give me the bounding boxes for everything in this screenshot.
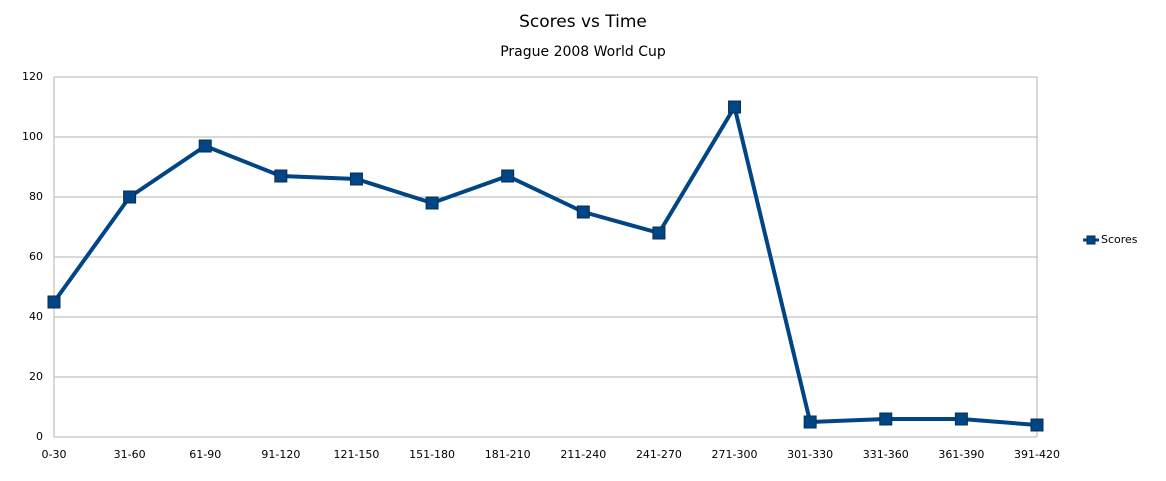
x-tick-label: 151-180 <box>409 448 455 461</box>
marker <box>425 196 439 210</box>
x-tick-label: 391-420 <box>1014 448 1060 461</box>
chart-title: Scores vs Time <box>519 12 647 32</box>
x-tick-label: 121-150 <box>333 448 379 461</box>
x-tick-label: 361-390 <box>938 448 984 461</box>
marker <box>803 415 817 429</box>
x-tick-label: 301-330 <box>787 448 833 461</box>
x-tick-label: 0-30 <box>42 448 67 461</box>
x-tick-label: 91-120 <box>261 448 300 461</box>
legend-label: Scores <box>1101 233 1138 246</box>
x-tick-label: 211-240 <box>560 448 606 461</box>
legend-marker <box>1086 235 1096 245</box>
marker <box>349 172 363 186</box>
marker <box>47 295 61 309</box>
marker <box>123 190 137 204</box>
x-tick-label: 331-360 <box>863 448 909 461</box>
marker <box>1030 418 1044 432</box>
x-tick-label: 31-60 <box>114 448 146 461</box>
y-tick-label: 0 <box>36 430 43 443</box>
marker <box>198 139 212 153</box>
y-tick-label: 80 <box>29 190 43 203</box>
line <box>52 105 1038 427</box>
marker <box>274 169 288 183</box>
y-tick-label: 20 <box>29 370 43 383</box>
marker <box>954 412 968 426</box>
marker <box>879 412 893 426</box>
marker <box>652 226 666 240</box>
chart-subtitle: Prague 2008 World Cup <box>500 44 666 60</box>
y-tick-label: 60 <box>29 250 43 263</box>
x-tick-label: 61-90 <box>189 448 221 461</box>
x-tick-label: 241-270 <box>636 448 682 461</box>
y-tick-label: 120 <box>22 70 43 83</box>
y-tick-label: 40 <box>29 310 43 323</box>
marker <box>576 205 590 219</box>
marker <box>728 100 742 114</box>
x-tick-label: 181-210 <box>485 448 531 461</box>
x-tick-label: 271-300 <box>712 448 758 461</box>
marker <box>501 169 515 183</box>
y-tick-label: 100 <box>22 130 43 143</box>
